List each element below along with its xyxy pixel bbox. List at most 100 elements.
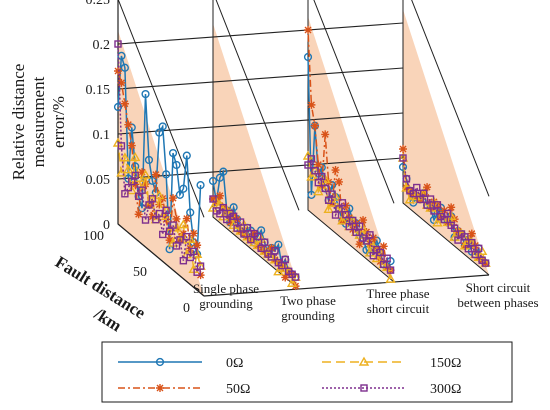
series-2-point-category-0-16 — [140, 169, 151, 179]
legend-label-3: 300Ω — [430, 382, 461, 397]
series-0-point-category-0-3 — [186, 208, 195, 217]
series-3-point-category-2-19 — [321, 184, 329, 193]
series-0-point-category-0-7 — [172, 160, 181, 170]
series-1-point-category-2-24 — [304, 26, 312, 34]
series-3-line-category-3 — [402, 157, 487, 264]
series-2-point-category-0-22 — [119, 152, 131, 162]
series-3-point-category-1-5 — [274, 259, 283, 267]
series-1-point-category-2-9 — [355, 240, 364, 249]
series-1-point-category-0-13 — [151, 170, 160, 179]
series-3-point-category-0-3 — [186, 253, 194, 262]
series-1-point-category-2-19 — [321, 130, 330, 139]
series-3-point-category-0-23 — [117, 142, 126, 150]
z-axis-label-line-2: measurement — [29, 76, 48, 167]
series-3-point-category-0-1 — [193, 268, 201, 276]
series-1-point-category-1-3 — [281, 273, 290, 282]
category-axis-line — [203, 274, 490, 297]
series-0-point-category-0-10 — [162, 170, 171, 179]
category-label-three-line-2: short circuit — [367, 301, 430, 316]
legend-label-0: 0Ω — [226, 356, 243, 371]
series-3-point-category-0-11 — [159, 230, 167, 239]
series-3-point-category-3-3 — [471, 250, 479, 259]
series-3-point-category-0-5 — [179, 257, 188, 265]
legend-label-1: 50Ω — [226, 382, 250, 397]
category-label-single-line-1: Single phase — [193, 281, 259, 296]
series-1-point-category-0-24 — [114, 67, 122, 75]
series-0-point-category-0-24 — [113, 102, 123, 112]
series-0-point-category-0-11 — [158, 122, 167, 131]
series-1-point-category-3-24 — [399, 145, 407, 153]
series-0-point-category-0-8 — [168, 148, 178, 158]
series-1-point-category-0-22 — [120, 99, 129, 108]
series-3-point-category-1-13 — [247, 235, 255, 244]
category-label-single-line-2: grounding — [199, 296, 253, 311]
series-1-point-category-0-4 — [182, 214, 191, 223]
series-0-point-category-0-23 — [117, 51, 126, 60]
z-axis-label-line-3: error/% — [49, 96, 68, 148]
series-0-point-category-0-12 — [155, 128, 164, 137]
series-1-point-category-0-23 — [117, 78, 126, 87]
series-3-point-category-2-18 — [324, 196, 333, 204]
series-2-point-category-0-5 — [178, 219, 189, 229]
series-0-point-category-0-4 — [182, 151, 191, 160]
series-3-point-category-2-12 — [345, 222, 353, 231]
series-3-point-category-3-13 — [437, 212, 445, 221]
z-gridline-2 — [117, 112, 404, 135]
legend-marker-1 — [156, 384, 164, 392]
series-0-point-category-3-24 — [398, 162, 408, 172]
series-3-point-category-1-8 — [264, 250, 272, 258]
series-3-point-category-2-24 — [304, 161, 312, 169]
legend-marker-2 — [358, 356, 370, 366]
series-1-point-category-0-15 — [144, 200, 153, 209]
category-plane-0 — [118, 30, 204, 296]
series-1-point-category-0-17 — [138, 168, 147, 177]
series-0-line-category-0 — [117, 55, 202, 255]
category-label-two-line-2: grounding — [281, 308, 335, 323]
legend-marker-0 — [155, 357, 165, 367]
z-tick-label-2: 0.1 — [93, 128, 111, 143]
series-2-point-category-2-14 — [337, 215, 348, 225]
series-1-point-category-2-22 — [310, 121, 319, 130]
series-1-point-category-2-2 — [379, 242, 388, 251]
series-2-point-category-2-23 — [306, 171, 317, 181]
distance-tick-label-1: 50 — [133, 265, 147, 280]
category-label-three-line-1: Three phase — [366, 286, 429, 301]
category-label-between-line-2: between phases — [457, 295, 538, 310]
series-2-point-category-1-1 — [286, 277, 298, 287]
legend-box — [101, 341, 513, 403]
series-3-point-category-0-4 — [183, 232, 191, 241]
z-tick-label-0: 0 — [103, 218, 110, 233]
z-gridline-4 — [117, 22, 404, 45]
series-2-point-category-2-18 — [323, 203, 334, 213]
series-1-point-category-1-22 — [215, 191, 224, 200]
series-2-point-category-1-5 — [273, 266, 284, 276]
z-tick-label-3: 0.15 — [86, 83, 111, 98]
series-0-point-category-0-22 — [120, 63, 129, 72]
z-axis-label-line-1: Relative distance — [9, 64, 28, 181]
series-1-point-category-0-21 — [124, 120, 133, 129]
series-1-point-category-0-9 — [165, 236, 174, 245]
series-3-point-category-3-1 — [478, 256, 486, 264]
series-1-point-category-3-17 — [423, 183, 432, 192]
category-plane-frame-2 — [307, 0, 395, 283]
series-3-point-category-1-17 — [233, 224, 241, 232]
chart-grid — [117, 0, 490, 297]
z-gridline-3 — [117, 67, 404, 90]
series-3-point-category-1-10 — [257, 244, 265, 253]
series-2-point-category-0-21 — [123, 164, 134, 174]
series-1-point-category-3-4 — [467, 229, 476, 238]
category-plane-3 — [403, 9, 489, 275]
category-plane-2 — [308, 16, 394, 282]
category-label-two-line-1: Two phase — [280, 293, 336, 308]
series-3-point-category-3-24 — [399, 154, 407, 162]
series-0-point-category-0-19 — [131, 162, 140, 171]
series-0-point-category-1-21 — [219, 167, 228, 176]
series-3-point-category-2-8 — [359, 234, 367, 242]
series-1-point-category-1-24 — [209, 195, 217, 203]
series-2-point-category-0-19 — [129, 151, 141, 162]
series-1-point-category-3-10 — [447, 203, 456, 212]
series-3-point-category-3-23 — [402, 175, 411, 183]
series-3-point-category-1-24 — [209, 195, 217, 203]
series-3-point-category-0-9 — [165, 227, 174, 235]
